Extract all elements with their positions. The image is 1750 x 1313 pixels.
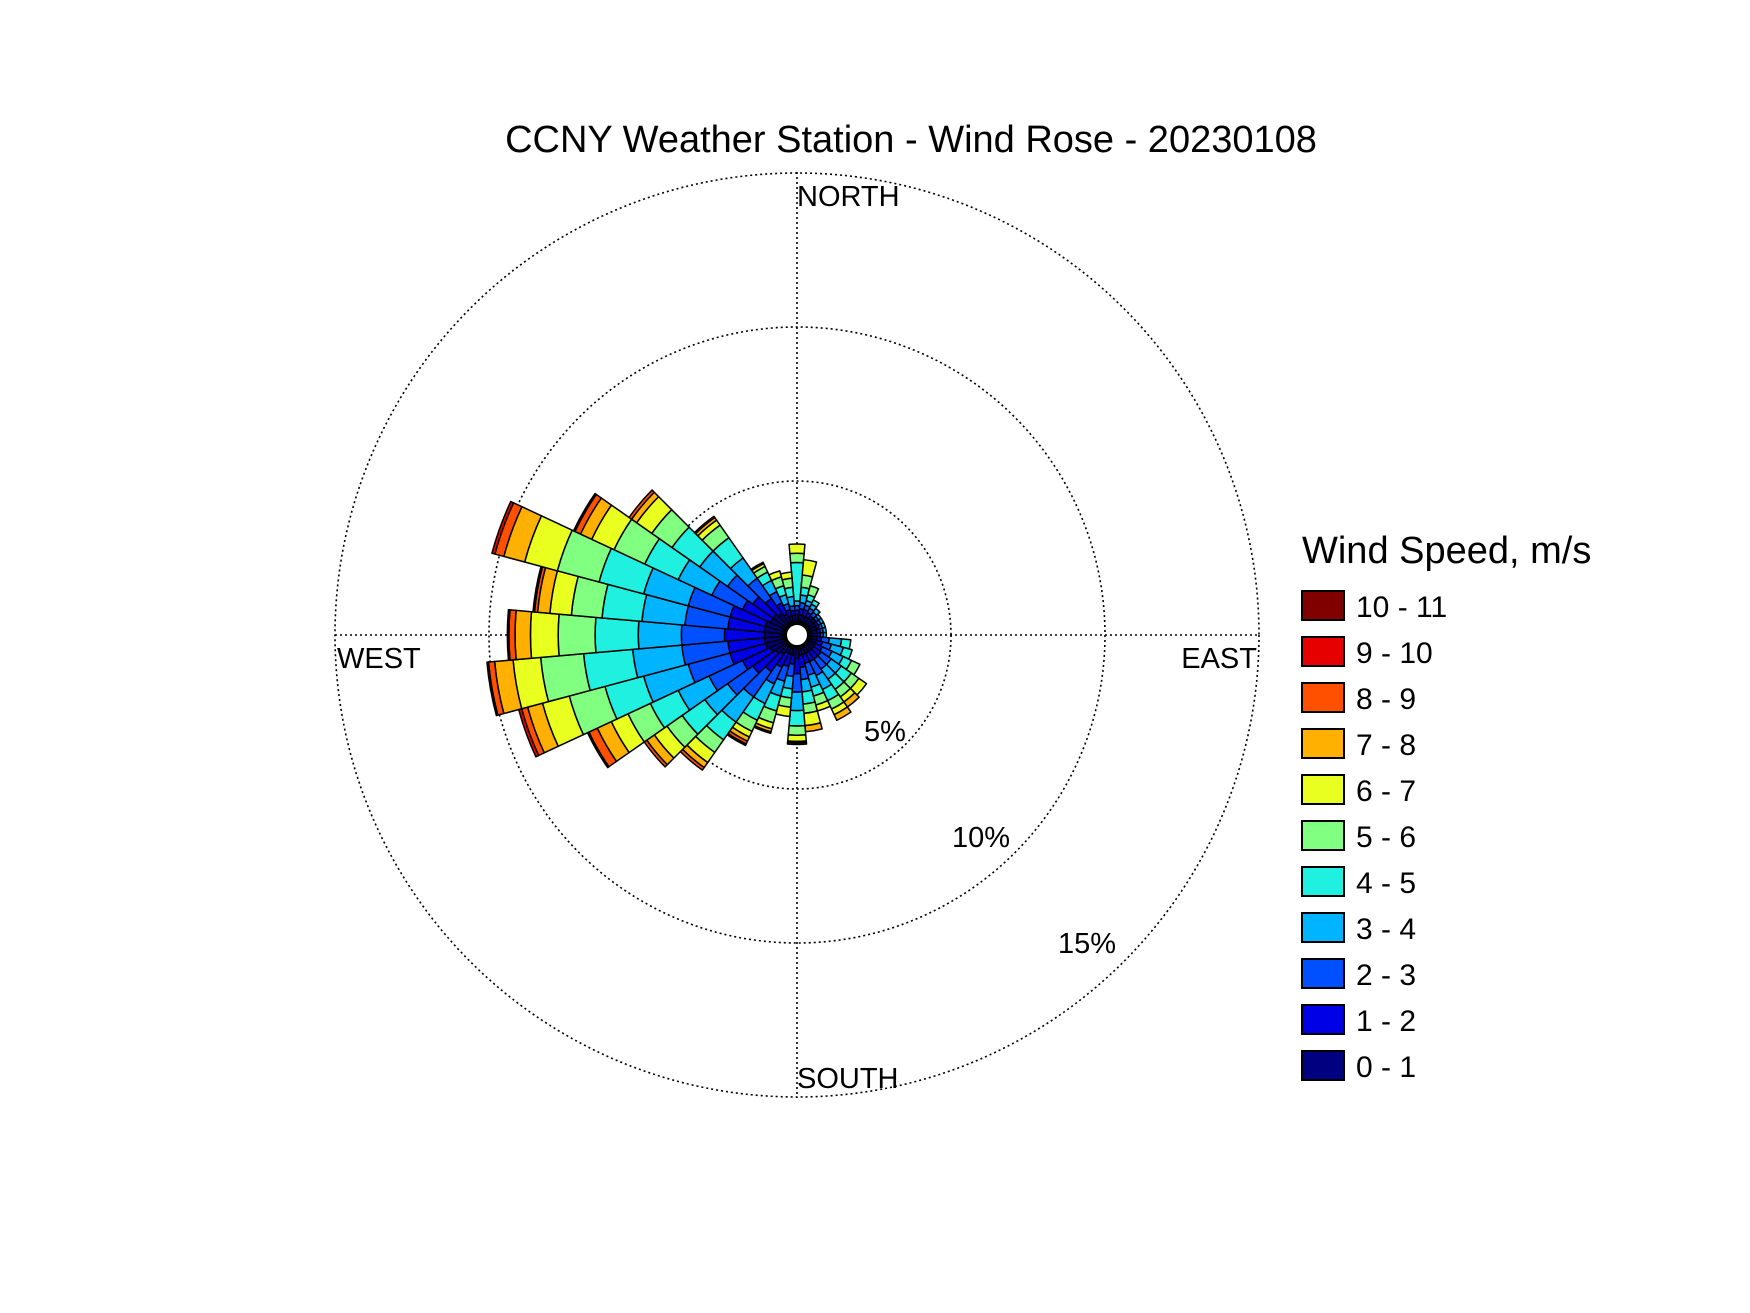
legend-label-3: 3 - 4 — [1356, 913, 1416, 946]
wind-bar-30deg-bin-4 — [810, 599, 820, 608]
wind-bar-0deg-bin-5 — [789, 552, 805, 564]
wind-bar-20deg-bin-5 — [807, 585, 820, 598]
legend-swatch-6 — [1301, 774, 1345, 805]
legend-label-5: 5 - 6 — [1356, 821, 1416, 854]
legend-items: 10 - 11 9 - 10 8 - 9 7 - 8 6 - 7 5 - 6 4 - 5 3 … — [1301, 590, 1447, 1084]
compass-north-label: NORTH — [797, 181, 900, 213]
wind-bar-270deg-bin-6 — [529, 611, 560, 659]
wind-bar-260deg-bin-9 — [486, 661, 499, 717]
legend-label-6: 6 - 7 — [1356, 775, 1416, 808]
legend-title: Wind Speed, m/s — [1302, 530, 1591, 572]
legend-label-0: 0 - 1 — [1356, 1051, 1416, 1084]
legend-label-7: 7 - 8 — [1356, 729, 1416, 762]
legend-label-8: 8 - 9 — [1356, 683, 1416, 716]
wind-bar-270deg-bin-5 — [557, 613, 597, 657]
ring-label-5: 5% — [864, 716, 906, 748]
legend-label-1: 1 - 2 — [1356, 1005, 1416, 1038]
wind-bar-10deg-bin-6 — [801, 558, 818, 578]
compass-south-label: SOUTH — [797, 1063, 899, 1095]
wind-bar-270deg-bin-9 — [506, 609, 511, 661]
wind-bar-300deg-bin-9 — [572, 492, 598, 533]
legend-swatch-7 — [1301, 728, 1345, 759]
legend-swatch-5 — [1301, 820, 1345, 851]
wind-bar-350deg-bin-6 — [779, 571, 793, 581]
wind-bar-270deg-bin-7 — [514, 609, 533, 661]
ring-label-15: 15% — [1058, 928, 1116, 960]
wind-bar-0deg-bin-6 — [788, 543, 806, 555]
legend-swatch-0 — [1301, 1050, 1345, 1081]
wind-bar-180deg-bin-6 — [786, 734, 808, 743]
legend-label-2: 2 - 3 — [1356, 959, 1416, 992]
compass-west-label: WEST — [337, 643, 421, 675]
ring-label-10: 10% — [952, 822, 1010, 854]
wind-bar-340deg-bin-6 — [768, 570, 783, 582]
wind-bar-180deg-bin-4 — [788, 709, 806, 727]
legend-swatch-3 — [1301, 912, 1345, 943]
wind-bar-290deg-bin-9 — [491, 500, 515, 555]
legend-label-10: 10 - 11 — [1356, 591, 1447, 624]
center-hub — [783, 621, 811, 649]
legend: Wind Speed, m/s 10 - 11 9 - 10 8 - 9 7 - 8 6… — [1301, 530, 1591, 1084]
compass-east-label: EAST — [1181, 643, 1257, 675]
wind-rose-bars — [486, 489, 868, 771]
wind-bar-180deg-bin-5 — [787, 724, 807, 736]
wind-bar-40deg-bin-3 — [812, 607, 821, 617]
legend-label-4: 4 - 5 — [1356, 867, 1416, 900]
legend-swatch-8 — [1301, 682, 1345, 713]
legend-swatch-4 — [1301, 866, 1345, 897]
legend-swatch-10 — [1301, 590, 1345, 621]
wind-bar-330deg-bin-7 — [750, 561, 765, 572]
legend-swatch-1 — [1301, 1004, 1345, 1035]
wind-bar-270deg-bin-3 — [637, 620, 683, 650]
wind-bar-150deg-bin-7 — [833, 706, 852, 722]
legend-label-9: 9 - 10 — [1356, 637, 1433, 670]
legend-swatch-2 — [1301, 958, 1345, 989]
wind-bar-320deg-bin-8 — [693, 515, 716, 535]
chart-title: CCNY Weather Station - Wind Rose - 20230… — [505, 119, 1317, 161]
legend-swatch-9 — [1301, 636, 1345, 667]
wind-bar-310deg-bin-8 — [628, 489, 655, 520]
wind-bar-270deg-bin-4 — [594, 616, 640, 654]
wind-bar-180deg-bin-8 — [786, 741, 808, 746]
